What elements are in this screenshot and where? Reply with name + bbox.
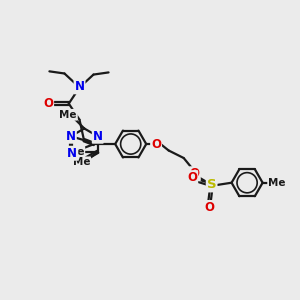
Text: Me: Me — [66, 147, 84, 157]
Text: Me: Me — [59, 110, 77, 120]
Text: O: O — [205, 201, 214, 214]
Text: N: N — [66, 130, 76, 143]
Text: Me: Me — [73, 157, 90, 167]
Text: O: O — [151, 137, 161, 151]
Text: Me: Me — [268, 178, 286, 188]
Text: O: O — [43, 97, 53, 110]
Text: N: N — [74, 80, 85, 93]
Text: O: O — [187, 171, 197, 184]
Text: O: O — [190, 167, 200, 180]
Text: N: N — [68, 147, 77, 160]
Text: N: N — [93, 130, 103, 143]
Text: S: S — [207, 178, 216, 191]
